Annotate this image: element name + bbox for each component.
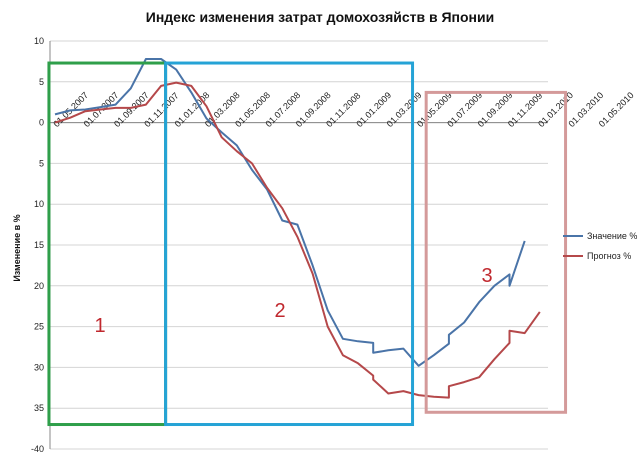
y-tick-label: 5 xyxy=(39,158,44,168)
legend-entry-1: Значение % xyxy=(587,231,637,241)
y-tick-label: 15 xyxy=(34,240,44,250)
legend: Значение % Прогноз % xyxy=(563,231,637,261)
series-line-2 xyxy=(54,81,541,399)
chart-title: Индекс изменения затрат домохозяйств в Я… xyxy=(146,9,494,25)
y-tick-label: 10 xyxy=(34,199,44,209)
zone-label-1: 1 xyxy=(94,315,105,337)
legend-entry-2: Прогноз % xyxy=(587,251,631,261)
y-tick-label: -40 xyxy=(31,444,44,454)
y-tick-label: 5 xyxy=(39,77,44,87)
zone-box-2 xyxy=(164,61,415,427)
highlight-zones: 1 2 3 xyxy=(47,61,568,427)
zone-label-2: 2 xyxy=(274,300,285,322)
y-tick-label: 20 xyxy=(34,281,44,291)
y-tick-label: 35 xyxy=(34,403,44,413)
y-tick-labels: 10 5 0 5 10 15 20 25 30 35 -40 xyxy=(31,36,44,454)
series-line-1 xyxy=(54,58,526,367)
y-tick-label: 0 xyxy=(39,118,44,128)
x-tick-labels: 01.05.200701.07.200701.09.200701.11.2007… xyxy=(51,90,635,129)
zone-label-3: 3 xyxy=(481,265,492,287)
series-lines xyxy=(54,58,541,399)
y-tick-label: 10 xyxy=(34,36,44,46)
y-axis-label: Изменение в % xyxy=(12,214,22,281)
y-tick-label: 30 xyxy=(34,362,44,372)
zone-box-3 xyxy=(424,90,568,414)
y-tick-label: 25 xyxy=(34,322,44,332)
